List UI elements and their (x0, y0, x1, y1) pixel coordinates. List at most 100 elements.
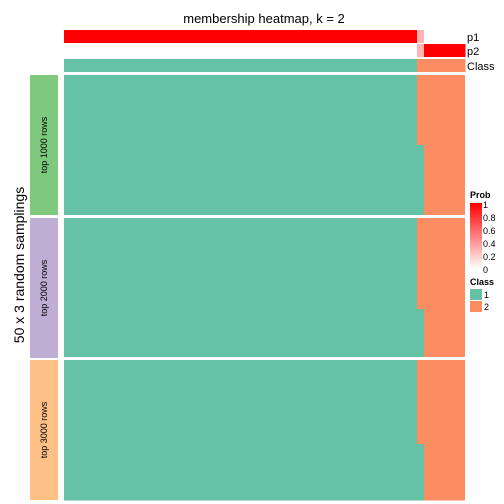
heatmap-row-class1 (64, 138, 417, 146)
heatmap-row-class1 (64, 402, 417, 410)
heatmap-row-class2 (417, 232, 465, 240)
heatmap-row-class2 (424, 451, 465, 459)
annotation-cell-class (240, 59, 285, 72)
heatmap-row-class1 (64, 423, 417, 431)
legend-prob-tick: 0.4 (483, 239, 496, 249)
y-axis-label: 50 x 3 random samplings (11, 187, 27, 343)
heatmap-row-class1 (64, 281, 417, 289)
panel-label-bar (30, 218, 58, 358)
heatmap-row-class2 (417, 402, 465, 410)
heatmap-row-class1 (64, 246, 417, 254)
annotation-cell-p2 (108, 44, 153, 57)
heatmap-row-class1 (64, 367, 417, 375)
heatmap-row-class1 (64, 309, 424, 317)
heatmap-row-class1 (64, 232, 417, 240)
heatmap-row-class1 (64, 274, 417, 282)
heatmap-row-class2 (417, 274, 465, 282)
heatmap-row-class2 (424, 444, 465, 452)
heatmap-row-class1 (64, 180, 424, 188)
heatmap-row-class2 (417, 96, 465, 104)
heatmap-row-class2 (417, 302, 465, 310)
legend-class-swatch (470, 301, 482, 312)
heatmap-row-class1 (64, 201, 424, 209)
heatmap-row-class2 (424, 472, 465, 480)
heatmap-row-class2 (424, 187, 465, 195)
heatmap-row-class1 (64, 208, 424, 216)
heatmap-row-class2 (417, 239, 465, 247)
annotation-cell-p1 (196, 30, 241, 43)
heatmap-row-class2 (417, 117, 465, 125)
heatmap-row-class1 (64, 260, 417, 268)
panel-label-bar (30, 75, 58, 215)
heatmap-row-class1 (64, 493, 424, 501)
legend-class-label: 1 (484, 290, 489, 300)
heatmap-row-class1 (64, 360, 417, 368)
legend-prob-tick: 0.6 (483, 226, 496, 236)
heatmap-row-class1 (64, 486, 424, 494)
heatmap-row-class1 (64, 145, 424, 153)
heatmap-row-class2 (417, 281, 465, 289)
heatmap-row-class1 (64, 351, 424, 359)
legend-class-label: 2 (484, 302, 489, 312)
annotation-cell-p1 (152, 30, 197, 43)
annotation-label-p1: p1 (467, 32, 479, 44)
heatmap-row-class1 (64, 316, 424, 324)
heatmap-row-class2 (417, 260, 465, 268)
heatmap-row-class2 (417, 246, 465, 254)
heatmap-row-class1 (64, 82, 417, 90)
annotation-cell-class (417, 59, 425, 72)
heatmap-row-class1 (64, 253, 417, 261)
annotation-cell-p2 (424, 44, 466, 57)
legend-prob-tick: 0.8 (483, 213, 496, 223)
annotation-cell-class (284, 59, 329, 72)
heatmap-row-class1 (64, 152, 424, 160)
heatmap-row-class1 (64, 388, 417, 396)
annotation-cell-p1 (284, 30, 329, 43)
annotation-cell-p2 (328, 44, 373, 57)
heatmap-row-class1 (64, 430, 417, 438)
heatmap-row-class2 (424, 351, 465, 359)
heatmap-row-class2 (424, 479, 465, 487)
heatmap-row-class1 (64, 103, 417, 111)
heatmap-row-class1 (64, 323, 424, 331)
heatmap-row-class2 (424, 486, 465, 494)
heatmap-row-class2 (424, 194, 465, 202)
heatmap-row-class2 (424, 152, 465, 160)
heatmap-row-class2 (417, 381, 465, 389)
heatmap-row-class2 (424, 493, 465, 501)
panel-label: top 3000 rows (39, 401, 49, 458)
annotation-cell-p1 (424, 30, 466, 43)
annotation-cell-p1 (372, 30, 418, 43)
heatmap-row-class1 (64, 381, 417, 389)
heatmap-row-class2 (417, 82, 465, 90)
heatmap-row-class1 (64, 187, 424, 195)
heatmap-row-class1 (64, 89, 417, 97)
heatmap-row-class2 (424, 159, 465, 167)
heatmap-row-class2 (424, 316, 465, 324)
annotation-cell-p2 (240, 44, 285, 57)
heatmap-row-class2 (424, 330, 465, 338)
annotation-cell-class (196, 59, 241, 72)
heatmap-row-class1 (64, 416, 417, 424)
annotation-cell-class (152, 59, 197, 72)
annotation-cell-class (108, 59, 153, 72)
annotation-cell-p2 (417, 44, 425, 57)
panel-label-bar (30, 360, 58, 500)
heatmap-row-class2 (424, 309, 465, 317)
heatmap-row-class2 (417, 225, 465, 233)
annotation-cell-p2 (372, 44, 418, 57)
heatmap-row-class2 (424, 201, 465, 209)
heatmap-row-class2 (424, 344, 465, 352)
heatmap-row-class1 (64, 267, 417, 275)
heatmap-row-class2 (417, 367, 465, 375)
heatmap-row-class1 (64, 117, 417, 125)
panel-separator (64, 215, 465, 218)
heatmap-row-class2 (417, 437, 465, 445)
heatmap-row-class2 (417, 288, 465, 296)
heatmap-row-class1 (64, 131, 417, 139)
annotation-cell-p1 (64, 30, 109, 43)
heatmap-row-class2 (417, 138, 465, 146)
annotation-cell-class (64, 59, 109, 72)
heatmap-row-class1 (64, 166, 424, 174)
